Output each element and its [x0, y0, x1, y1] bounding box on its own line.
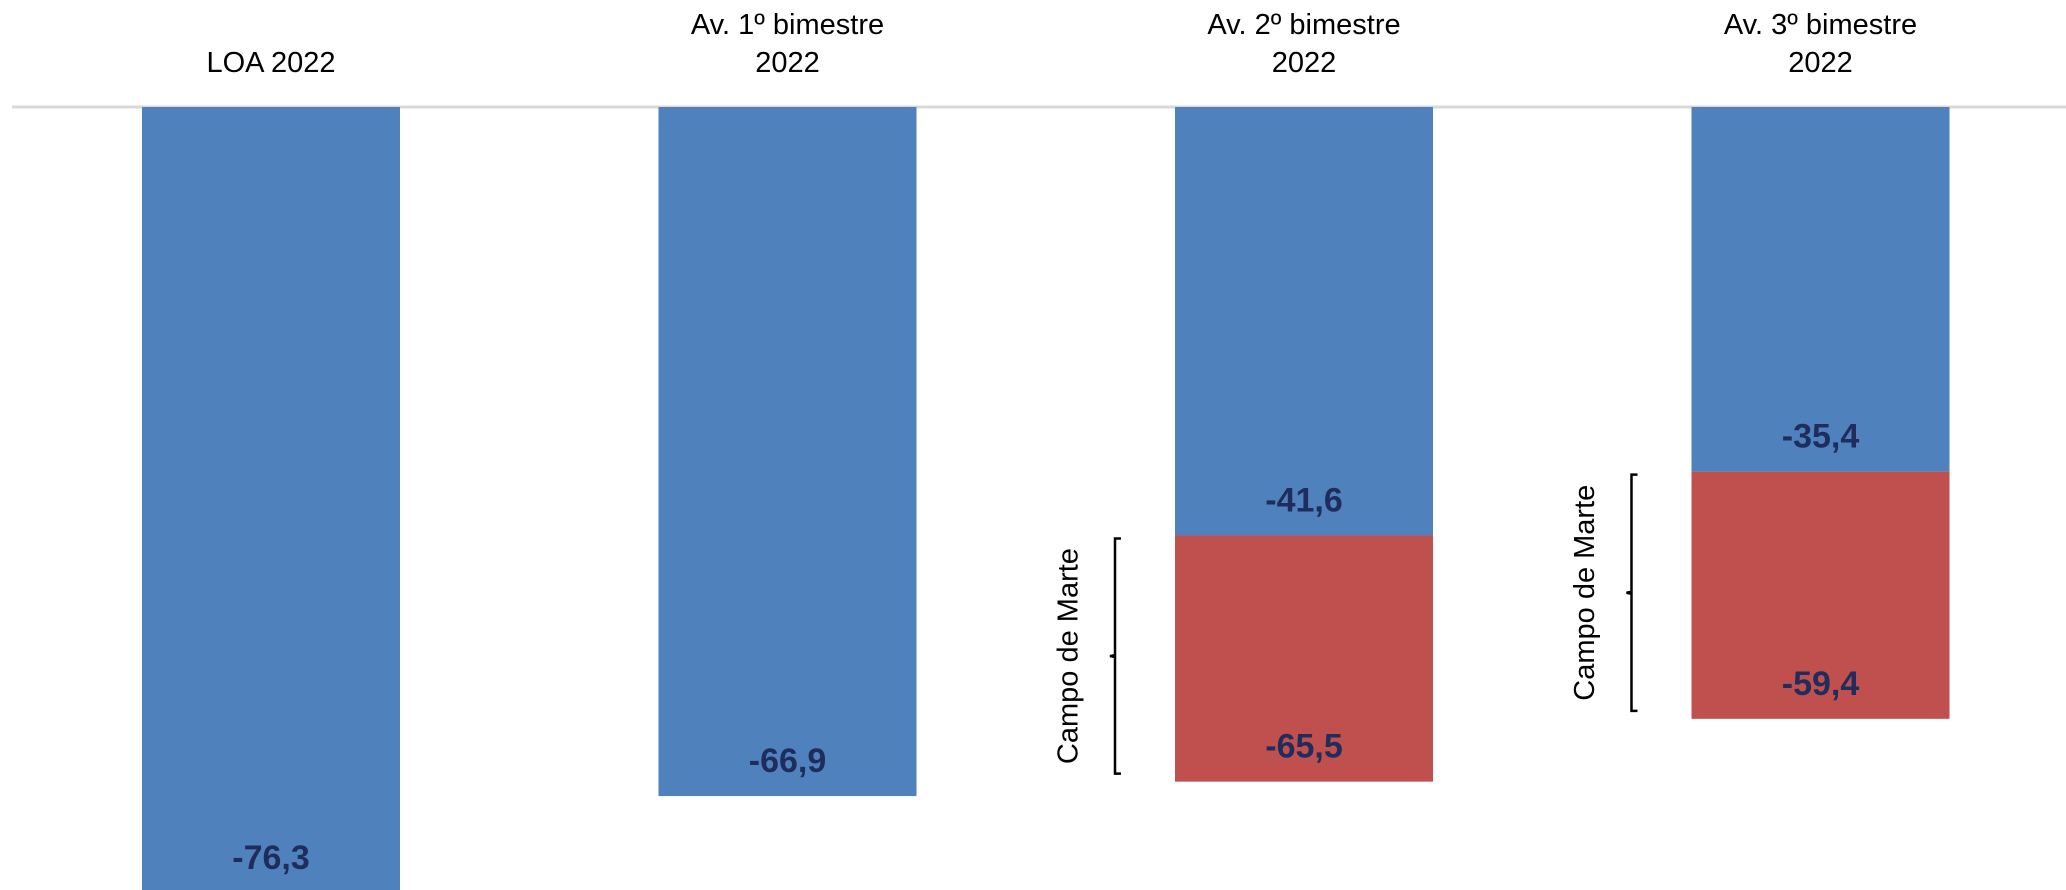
data-label: -66,9 — [749, 742, 827, 780]
bar-segment-red — [1691, 471, 1950, 719]
category-label: Av. 2º bimestre 2022 — [1207, 9, 1400, 79]
data-label: -76,3 — [232, 839, 310, 877]
data-label: -41,6 — [1265, 481, 1343, 519]
category-label: Av. 1º bimestre 2022 — [691, 9, 884, 79]
bar-segment-red — [1175, 535, 1433, 782]
category-label: LOA 2022 — [207, 47, 336, 79]
data-label: -35,4 — [1782, 418, 1860, 456]
campo-de-marte-label: Campo de Marte — [1053, 548, 1085, 764]
campo-de-marte-label: Campo de Marte — [1569, 485, 1601, 701]
bar-segment-blue — [658, 107, 917, 797]
bar-segment-blue — [142, 107, 400, 890]
campo-de-marte-brace — [1626, 473, 1638, 713]
data-label: -65,5 — [1265, 728, 1343, 766]
bar-segment-blue — [1691, 107, 1950, 472]
category-label: Av. 3º bimestre 2022 — [1724, 9, 1917, 79]
bar-segment-blue — [1175, 107, 1433, 536]
data-label: -59,4 — [1782, 665, 1860, 703]
campo-de-marte-brace — [1109, 537, 1121, 775]
